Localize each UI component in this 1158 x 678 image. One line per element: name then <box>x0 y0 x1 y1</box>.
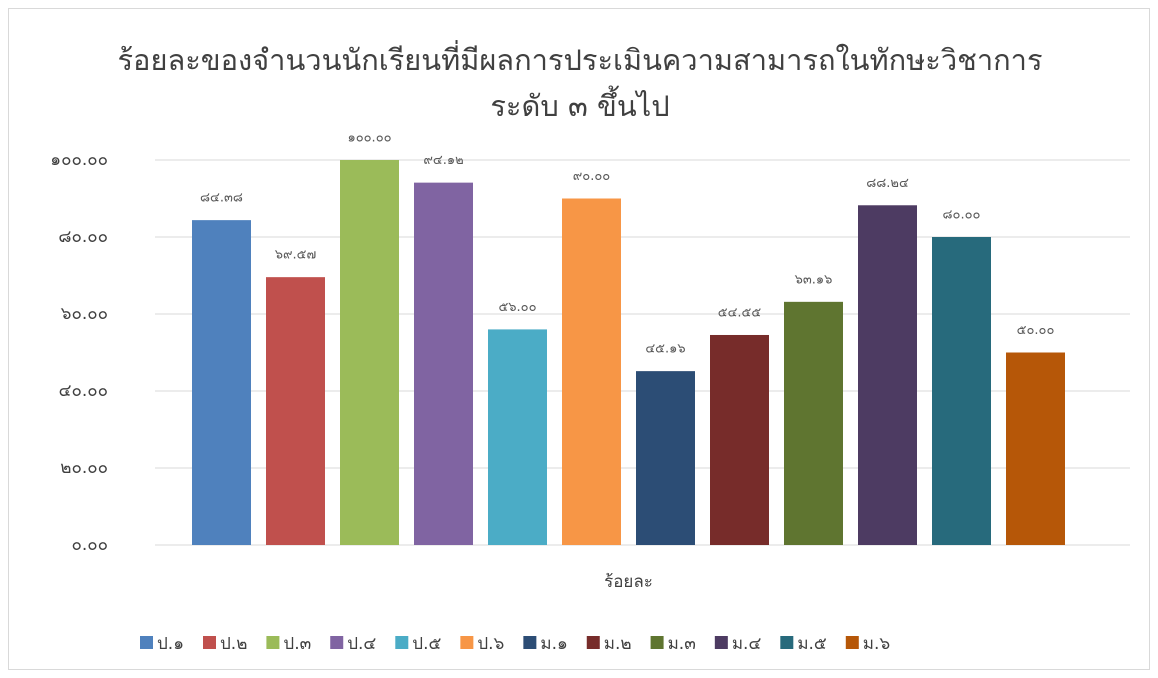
bar <box>636 371 695 545</box>
y-tick-label: ๐.๐๐ <box>71 535 108 555</box>
bar <box>414 182 473 545</box>
legend-swatch <box>140 636 153 649</box>
legend-swatch <box>714 636 728 649</box>
legend-label: ม.๕ <box>797 634 827 654</box>
data-label: ๖๓.๑๖ <box>795 272 833 287</box>
legend-swatch <box>845 636 859 649</box>
legend-label: ป.๕ <box>412 634 441 654</box>
legend-label: ม.๑ <box>540 634 567 654</box>
bar <box>710 334 769 545</box>
data-label: ๘๔.๓๘ <box>200 191 243 206</box>
bar <box>192 220 251 545</box>
legend-label: ม.๖ <box>863 634 890 654</box>
bar <box>266 277 325 545</box>
legend-label: ป.๖ <box>477 634 504 654</box>
legend-label: ป.๑ <box>157 634 184 654</box>
bar <box>488 329 547 545</box>
y-tick-label: ๘๐.๐๐ <box>58 227 108 247</box>
legend-swatch <box>780 636 794 649</box>
legend-label: ป.๓ <box>283 634 311 654</box>
bar <box>784 301 843 545</box>
y-tick-label: ๒๐.๐๐ <box>60 458 108 478</box>
data-label: ๘๘.๒๔ <box>866 176 909 191</box>
data-label: ๕๖.๐๐ <box>498 300 536 315</box>
legend-swatch <box>586 636 600 649</box>
data-label: ๑๐๐.๐๐ <box>347 131 391 146</box>
legend-label: ป.๔ <box>347 634 376 654</box>
data-label: ๙๐.๐๐ <box>573 169 611 184</box>
y-tick-label: ๖๐.๐๐ <box>61 304 108 324</box>
x-axis-label: ร้อยละ <box>604 572 653 592</box>
legend-label: ม.๓ <box>668 634 696 654</box>
legend-swatch <box>460 636 474 649</box>
y-tick-label: ๑๐๐.๐๐ <box>50 150 108 170</box>
bar <box>858 205 917 545</box>
legend-swatch <box>266 636 280 649</box>
legend-label: ม.๒ <box>604 634 632 654</box>
legend-label: ม.๔ <box>732 634 762 654</box>
bar <box>1006 352 1065 545</box>
bar <box>340 160 399 545</box>
bar <box>932 237 991 545</box>
legend-swatch <box>203 636 216 649</box>
data-label: ๔๕.๑๖ <box>645 342 685 357</box>
legend-swatch <box>650 636 664 649</box>
y-tick-label: ๔๐.๐๐ <box>59 381 108 401</box>
data-label: ๖๙.๕๗ <box>275 248 317 263</box>
chart-title: ระดับ ๓ ขึ้นไป <box>490 85 669 123</box>
legend-swatch <box>395 636 409 649</box>
data-label: ๕๔.๕๕ <box>718 305 762 320</box>
bar <box>562 198 621 545</box>
data-label: ๙๔.๑๒ <box>423 153 463 168</box>
legend-swatch <box>523 636 537 649</box>
legend-swatch <box>330 636 344 649</box>
chart-title: ร้อยละของจำนวนนักเรียนที่มีผลการประเมินค… <box>117 40 1042 77</box>
data-label: ๘๐.๐๐ <box>943 208 981 223</box>
legend-label: ป.๒ <box>220 634 247 654</box>
data-label: ๕๐.๐๐ <box>1017 323 1055 338</box>
